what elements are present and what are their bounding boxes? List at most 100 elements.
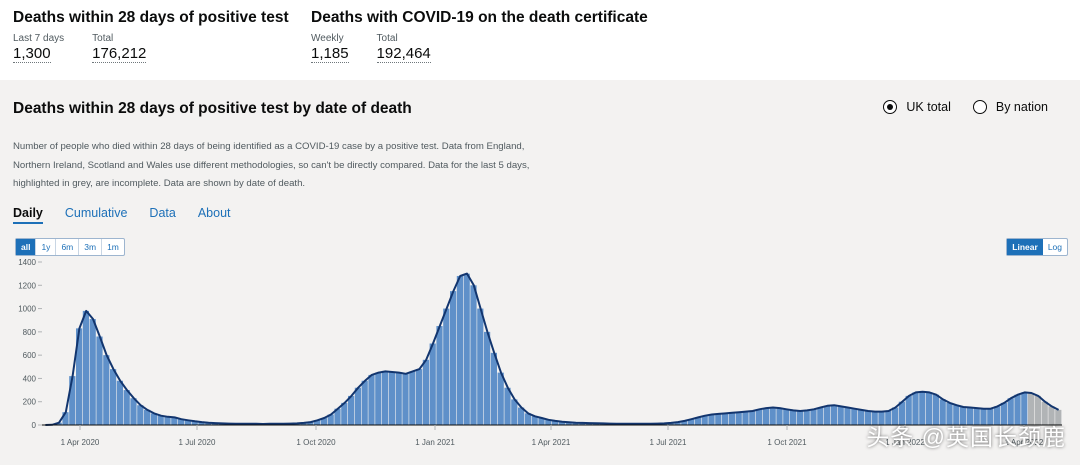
metric-value[interactable]: 1,185 bbox=[311, 45, 349, 63]
metric-label: Last 7 days bbox=[13, 33, 65, 44]
x-tick-label: 1 Jul 2020 bbox=[179, 438, 216, 447]
bar bbox=[144, 409, 151, 425]
bar bbox=[171, 417, 178, 425]
radio-selected-icon bbox=[883, 100, 898, 114]
tab-data[interactable]: Data bbox=[149, 206, 176, 220]
bar bbox=[96, 336, 103, 425]
daily-deaths-chart: 0 200 400 600 800 1000 1200 1400 1 Apr 2020 1 Jul… bbox=[18, 258, 1062, 447]
bar bbox=[892, 407, 899, 425]
headline-title: Deaths within 28 days of positive test bbox=[13, 9, 289, 26]
metric-label: Total bbox=[92, 33, 114, 44]
bar bbox=[762, 408, 769, 425]
x-tick-label: 1 Oct 2021 bbox=[767, 438, 807, 447]
bar bbox=[531, 416, 538, 425]
bar bbox=[1000, 402, 1007, 425]
bar-incomplete bbox=[1034, 395, 1041, 425]
y-tick-label: 1000 bbox=[18, 305, 36, 314]
x-tick-label: 1 Apr 2021 bbox=[532, 438, 571, 447]
tab-cumulative[interactable]: Cumulative bbox=[64, 206, 128, 220]
radio-uk-total[interactable]: UK total bbox=[883, 100, 951, 114]
metric-value[interactable]: 176,212 bbox=[92, 45, 147, 63]
tab-about[interactable]: About bbox=[197, 206, 231, 220]
metric-value[interactable]: 1,300 bbox=[13, 45, 51, 63]
bar bbox=[722, 413, 729, 425]
metric-label: Total bbox=[376, 33, 398, 44]
bar bbox=[76, 328, 83, 425]
y-tick-label: 0 bbox=[32, 421, 37, 430]
bar bbox=[382, 371, 389, 425]
bar bbox=[864, 411, 871, 425]
headline-death-certificate: Deaths with COVID-19 on the death certif… bbox=[311, 9, 648, 63]
x-tick-label: 1 Jul 2021 bbox=[650, 438, 687, 447]
bar bbox=[198, 422, 205, 425]
range-1y-button[interactable]: 1y bbox=[36, 239, 57, 255]
bar bbox=[783, 409, 790, 425]
bar bbox=[708, 414, 715, 425]
bar bbox=[987, 408, 994, 425]
bar bbox=[1007, 398, 1014, 425]
bar bbox=[456, 275, 463, 425]
watermark-text: 头条 @英国长颈鹿 bbox=[866, 424, 1066, 450]
bar bbox=[932, 394, 939, 425]
bar bbox=[368, 374, 375, 425]
bar bbox=[572, 422, 579, 425]
bar bbox=[497, 372, 504, 425]
bar bbox=[157, 415, 164, 425]
x-tick-label: 1 Jan 2022 bbox=[885, 438, 925, 447]
bar bbox=[334, 408, 341, 425]
bar bbox=[742, 411, 749, 425]
card-description: Number of people who died within 28 days… bbox=[13, 141, 530, 189]
bar bbox=[511, 399, 518, 425]
bar bbox=[463, 273, 470, 425]
bar bbox=[490, 352, 497, 425]
bar bbox=[749, 411, 756, 425]
bar bbox=[409, 371, 416, 425]
bar bbox=[837, 406, 844, 425]
bar bbox=[402, 373, 409, 425]
y-tick-label: 800 bbox=[23, 328, 37, 337]
metric-value[interactable]: 192,464 bbox=[376, 45, 431, 63]
bar bbox=[89, 319, 96, 425]
bar bbox=[1021, 392, 1028, 425]
bar bbox=[878, 411, 885, 425]
bar bbox=[150, 413, 157, 425]
chart-card: Deaths within 28 days of positive test b… bbox=[0, 80, 1080, 465]
bar bbox=[919, 391, 926, 425]
bar bbox=[375, 372, 382, 425]
bar bbox=[82, 310, 89, 425]
range-3m-button[interactable]: 3m bbox=[79, 239, 103, 255]
bar bbox=[871, 411, 878, 425]
range-all-button[interactable]: all bbox=[16, 239, 37, 255]
y-tick-label: 1400 bbox=[18, 258, 36, 267]
bar bbox=[701, 415, 708, 425]
scale-log-button[interactable]: Log bbox=[1047, 242, 1062, 252]
bar bbox=[973, 408, 980, 425]
range-6m-button[interactable]: 6m bbox=[56, 239, 80, 255]
bar bbox=[844, 407, 851, 425]
x-tick-label: 1 Oct 2020 bbox=[296, 438, 336, 447]
tab-daily[interactable]: Daily bbox=[13, 206, 43, 224]
y-tick-label: 1200 bbox=[18, 281, 36, 290]
bar bbox=[178, 419, 185, 425]
bar bbox=[320, 418, 327, 425]
bar bbox=[361, 380, 368, 425]
scale-linear-button[interactable]: Linear bbox=[1007, 239, 1043, 255]
bar bbox=[667, 422, 674, 425]
bar bbox=[810, 409, 817, 425]
range-1m-button[interactable]: 1m bbox=[107, 242, 119, 252]
radio-by-nation[interactable]: By nation bbox=[972, 100, 1048, 114]
bar bbox=[939, 399, 946, 425]
bar bbox=[912, 392, 919, 425]
bar bbox=[395, 372, 402, 425]
bar bbox=[130, 398, 137, 425]
y-tick-label: 400 bbox=[23, 374, 37, 383]
metric-total: Total 176,212 bbox=[92, 33, 147, 63]
bar bbox=[681, 420, 688, 425]
y-tick-label: 200 bbox=[23, 398, 37, 407]
bar bbox=[790, 410, 797, 425]
chart-tabs: Daily Cumulative Data About bbox=[13, 206, 253, 224]
headline-summary: Deaths within 28 days of positive test L… bbox=[0, 0, 1080, 80]
bar bbox=[116, 380, 123, 425]
bar bbox=[851, 408, 858, 425]
bar bbox=[504, 387, 511, 425]
